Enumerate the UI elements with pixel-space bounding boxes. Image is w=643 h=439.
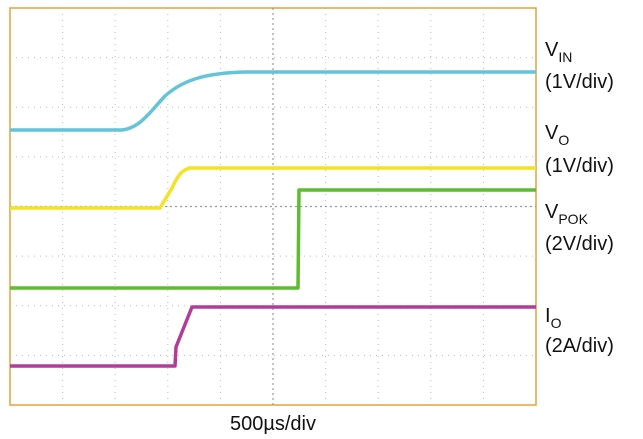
channel-symbol: I — [545, 305, 551, 327]
time-scale: 500µs/div — [230, 413, 316, 435]
channel-name: VIN — [545, 39, 572, 65]
channel-subscript: IN — [558, 49, 572, 65]
channel-subscript: POK — [558, 211, 588, 227]
traces — [10, 70, 536, 368]
trace-vpok — [10, 188, 536, 290]
channel-symbol: V — [545, 201, 559, 223]
channel-scale: (1V/div) — [545, 155, 614, 177]
channel-labels: VIN(1V/div)VO(1V/div)VPOK(2V/div)IO(2A/d… — [545, 39, 614, 357]
channel-scale: (1V/div) — [545, 71, 614, 93]
trace-vo — [10, 166, 536, 210]
trace-io — [10, 305, 536, 368]
channel-name: IO — [545, 305, 562, 331]
channel-symbol: V — [545, 122, 559, 144]
channel-subscript: O — [558, 132, 569, 148]
channel-symbol: V — [545, 39, 559, 61]
channel-subscript: O — [551, 315, 562, 331]
channel-name: VO — [545, 122, 569, 148]
channel-name: VPOK — [545, 201, 589, 227]
trace-vin — [10, 70, 536, 132]
channel-scale: (2V/div) — [545, 233, 614, 255]
channel-scale: (2A/div) — [545, 335, 614, 357]
